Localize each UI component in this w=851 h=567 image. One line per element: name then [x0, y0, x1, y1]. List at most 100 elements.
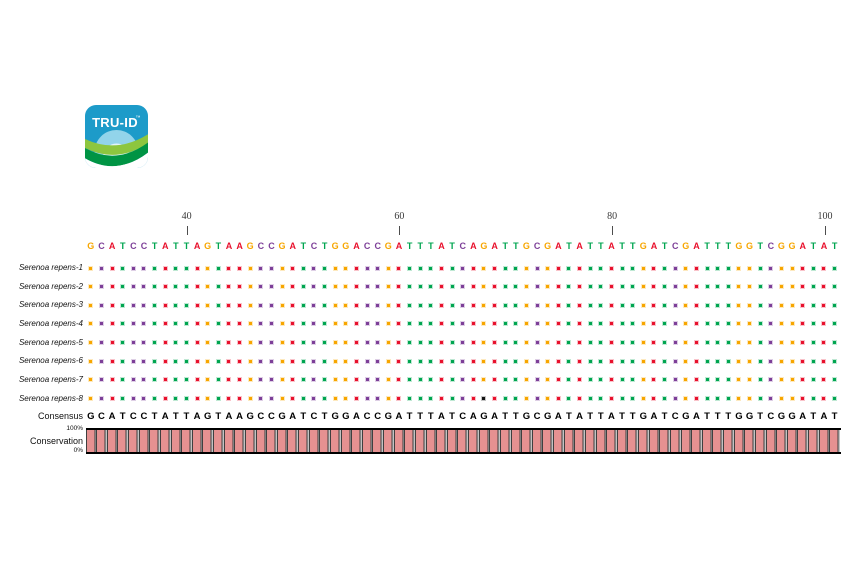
base-dot-cell [372, 340, 383, 345]
match-dot [163, 303, 167, 307]
base-dot-cell [383, 396, 394, 401]
match-dot [663, 303, 667, 307]
match-dot [439, 285, 443, 289]
base-dot-cell [542, 266, 553, 271]
consensus-base: T [629, 411, 636, 422]
base-dot-cell [404, 340, 415, 345]
match-dot [248, 359, 252, 363]
match-dot [748, 359, 752, 363]
base-dot-cell [585, 359, 596, 364]
match-dot [450, 359, 454, 363]
match-dot [694, 341, 698, 345]
base-dot-cell [426, 396, 437, 401]
consensus-base: T [566, 411, 572, 422]
match-dot [811, 397, 815, 401]
base-dot-cell [468, 396, 479, 401]
base-dot-cell [479, 340, 490, 345]
match-dot [291, 322, 295, 326]
sequence-base: G [342, 241, 350, 251]
base-dot-cell [341, 340, 352, 345]
match-dot [673, 397, 677, 401]
base-dot-cell [670, 303, 681, 308]
base-dot-cell [256, 321, 267, 326]
match-dot [280, 397, 284, 401]
match-dot [195, 397, 199, 401]
base-dot-cell [511, 359, 522, 364]
base-dot-cell [702, 359, 713, 364]
base-dot-cell [596, 303, 607, 308]
sequence-row [86, 359, 840, 364]
base-dot-cell [171, 321, 182, 326]
match-dot [333, 378, 337, 382]
match-dot [376, 359, 380, 363]
conservation-cell [213, 430, 224, 452]
consensus-base: T [502, 411, 509, 422]
base-dot-cell [394, 321, 405, 326]
sequence-row-label: Serenoa repens-3 [18, 300, 83, 310]
match-dot [248, 303, 252, 307]
sequence-base: C [374, 241, 381, 251]
base-dot-cell [723, 321, 734, 326]
match-dot [206, 266, 210, 270]
base-dot-cell [468, 303, 479, 308]
match-dot [227, 266, 231, 270]
sequence-base: C [140, 241, 148, 251]
match-dot [450, 322, 454, 326]
sequence-base: A [353, 241, 360, 251]
base-dot-cell [234, 303, 245, 308]
base-dot-cell [511, 266, 522, 271]
match-dot [397, 341, 401, 345]
base-dot-cell [298, 284, 309, 289]
match-dot [142, 341, 146, 345]
base-dot-cell [542, 303, 553, 308]
base-dot-cell [192, 321, 203, 326]
base-dot-cell [723, 266, 734, 271]
match-dot [248, 322, 252, 326]
conservation-cell [680, 430, 692, 452]
base-dot-cell [415, 266, 426, 271]
base-dot-cell [404, 266, 415, 271]
match-dot [588, 285, 592, 289]
base-dot-cell [309, 359, 320, 364]
match-dot [471, 341, 475, 345]
match-dot [705, 322, 709, 326]
match-dot [588, 359, 592, 363]
base-dot-cell [287, 321, 298, 326]
base-dot-cell [787, 377, 798, 382]
base-dot-cell [681, 321, 692, 326]
match-dot [822, 397, 826, 401]
match-dot [291, 341, 295, 345]
base-dot-cell [797, 303, 808, 308]
base-dot-cell [404, 284, 415, 289]
match-dot [471, 397, 475, 401]
base-dot-cell [542, 321, 553, 326]
base-dot-cell [479, 303, 490, 308]
match-dot [99, 397, 103, 401]
base-dot-cell [744, 340, 755, 345]
base-dot-cell [691, 266, 702, 271]
conservation-cell [616, 430, 628, 452]
base-dot-cell [149, 377, 160, 382]
base-dot-cell [351, 359, 362, 364]
base-dot-cell [787, 396, 798, 401]
match-dot [121, 322, 125, 326]
sequence-base: A [650, 241, 658, 251]
consensus-base: C [671, 411, 679, 422]
base-dot-cell [426, 303, 437, 308]
base-dot-cell [202, 321, 213, 326]
consensus-base: C [140, 411, 148, 422]
base-dot-cell [479, 396, 490, 401]
match-dot [493, 303, 497, 307]
base-dot-cell [415, 284, 426, 289]
base-dot-cell [829, 266, 840, 271]
match-dot [801, 285, 805, 289]
base-dot-cell [712, 266, 723, 271]
base-dot-cell [436, 266, 447, 271]
match-dot [131, 341, 135, 345]
base-dot-cell [585, 303, 596, 308]
base-dot-cell [638, 284, 649, 289]
base-dot-cell [457, 359, 468, 364]
sequence-base: T [587, 241, 593, 251]
base-dot-cell [171, 303, 182, 308]
match-dot [758, 378, 762, 382]
